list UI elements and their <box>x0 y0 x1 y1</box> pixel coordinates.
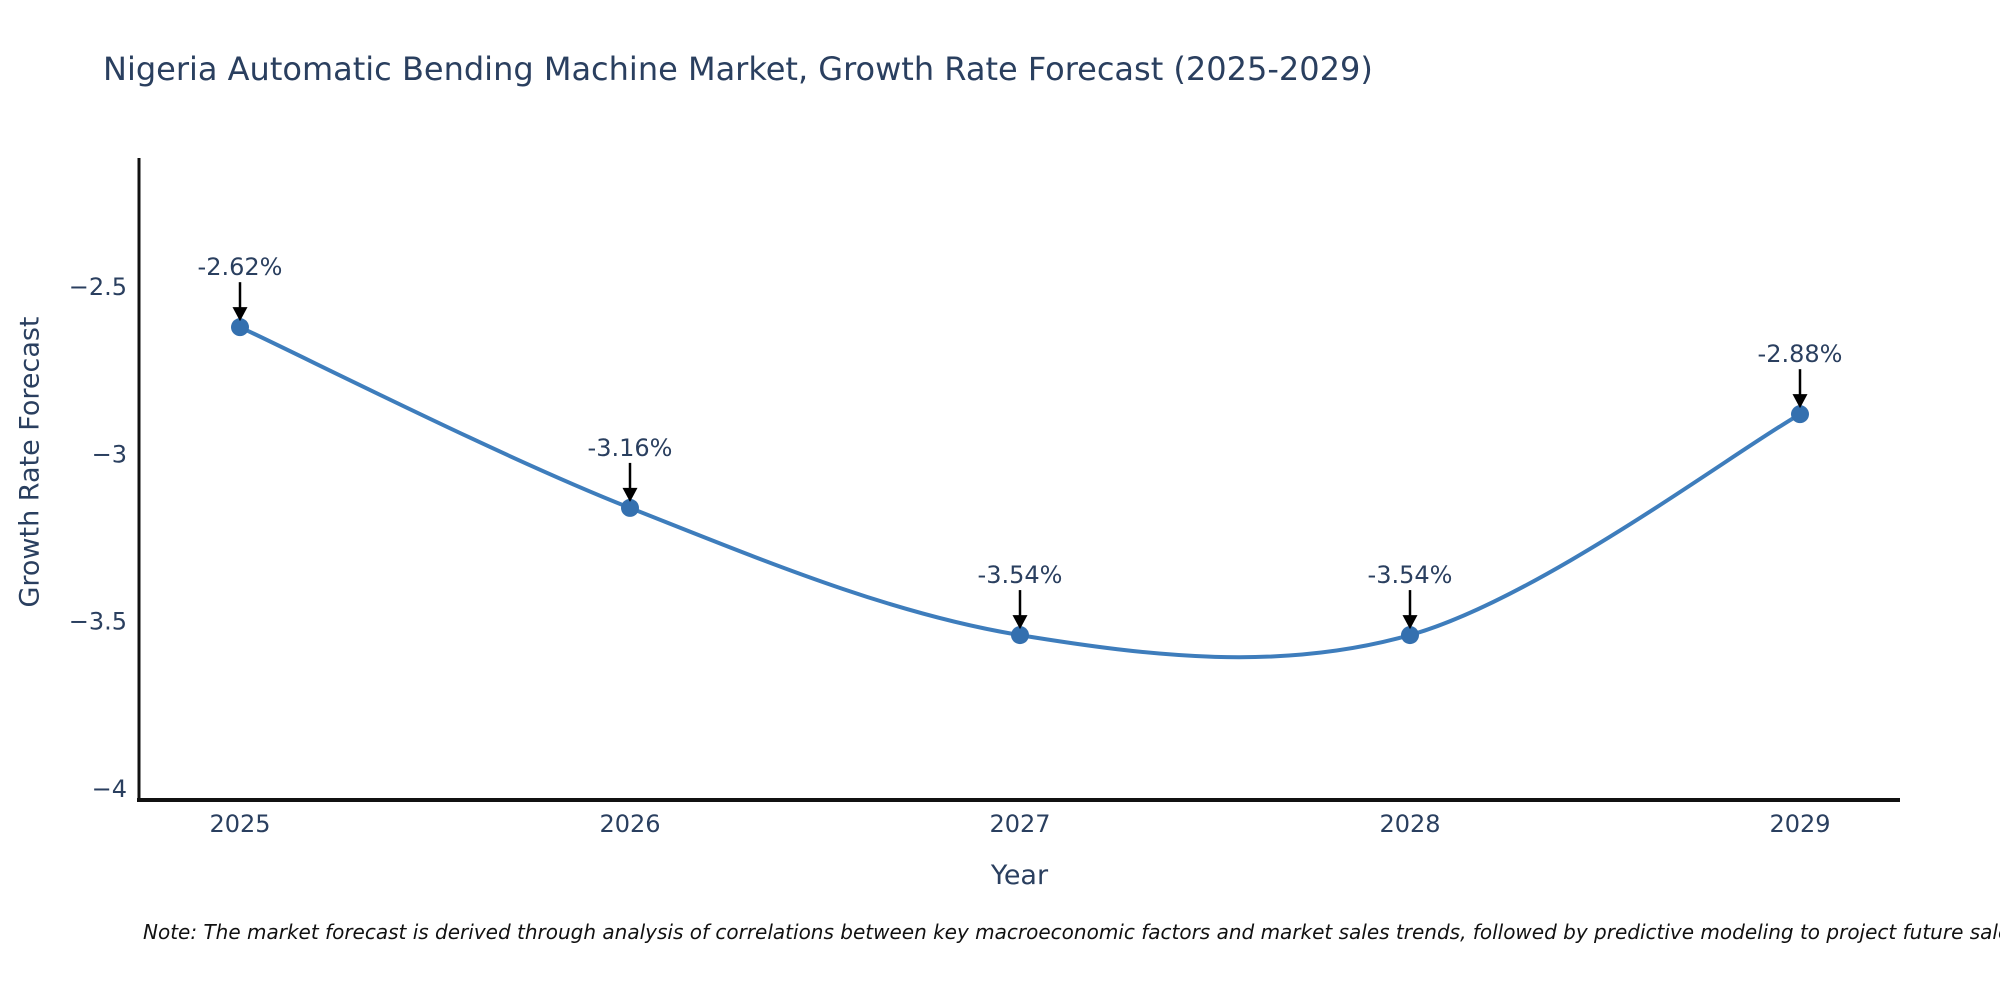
data-point-marker[interactable] <box>1791 405 1809 424</box>
chart-title: Nigeria Automatic Bending Machine Market… <box>103 50 1373 88</box>
data-point-marker[interactable] <box>231 318 249 337</box>
x-tick-label: 2029 <box>1769 810 1830 838</box>
annotation-arrowhead-icon <box>1012 615 1028 630</box>
data-point-label: -3.54% <box>1368 561 1453 589</box>
annotation-arrowhead-icon <box>622 487 638 502</box>
annotation-arrowhead-icon <box>1792 394 1808 409</box>
x-axis-title: Year <box>990 860 1049 891</box>
data-point-label: -2.62% <box>198 253 283 281</box>
data-point-label: -3.16% <box>588 434 673 462</box>
x-tick-label: 2028 <box>1379 810 1440 838</box>
annotation-arrowhead-icon <box>1402 615 1418 630</box>
footnote: Note: The market forecast is derived thr… <box>143 920 2000 944</box>
x-tick-label: 2027 <box>989 810 1050 838</box>
data-point-label: -2.88% <box>1758 340 1843 368</box>
y-tick-label: −2.5 <box>69 273 127 301</box>
data-point-marker[interactable] <box>1401 626 1419 645</box>
data-point-marker[interactable] <box>621 498 639 517</box>
annotation-arrowhead-icon <box>232 307 248 322</box>
x-tick-label: 2025 <box>209 810 270 838</box>
y-tick-label: −3 <box>92 440 127 468</box>
y-tick-label: −3.5 <box>69 608 127 636</box>
data-point-label: -3.54% <box>978 561 1063 589</box>
y-tick-label: −4 <box>92 775 127 803</box>
x-tick-label: 2026 <box>599 810 660 838</box>
data-point-marker[interactable] <box>1011 626 1029 645</box>
